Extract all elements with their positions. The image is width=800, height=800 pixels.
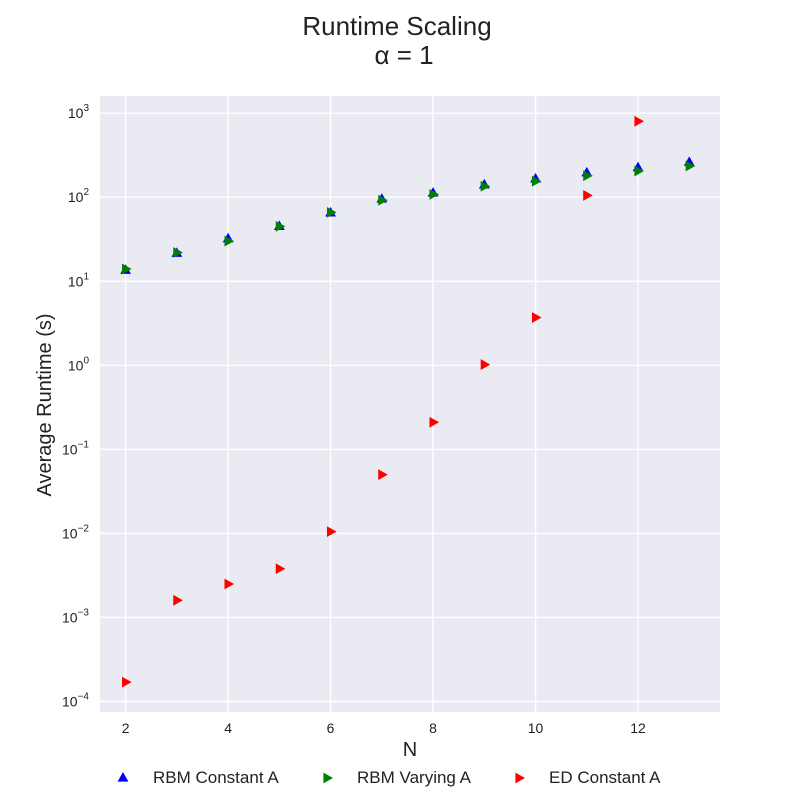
x-axis-label: N [403, 739, 417, 761]
legend-label: ED Constant A [549, 768, 661, 787]
legend: RBM Constant A RBM Varying A ED Constant A [117, 768, 661, 787]
legend-label: RBM Constant A [153, 768, 279, 787]
x-tick-label: 8 [429, 720, 437, 736]
y-tick-label: 100 [68, 355, 90, 373]
y-tick-labels: 10−4 10−3 10−2 10−1 100 101 102 103 [62, 103, 89, 709]
x-tick-label: 4 [224, 720, 232, 736]
data-point [583, 190, 593, 201]
data-point [173, 594, 183, 606]
y-tick-label: 103 [68, 103, 90, 121]
x-tick-labels: 2 4 6 8 10 12 [122, 720, 646, 736]
data-point [634, 115, 645, 127]
data-point [531, 312, 542, 323]
y-tick-label: 10−4 [62, 691, 89, 709]
data-point [583, 170, 593, 182]
chart-subtitle: α = 1 [374, 40, 433, 70]
data-point [275, 563, 286, 575]
x-tick-label: 6 [327, 720, 335, 736]
plot-area [100, 96, 720, 712]
y-tick-label: 101 [68, 271, 90, 289]
legend-marker [323, 772, 333, 784]
data-point [378, 194, 388, 206]
data-point [224, 235, 235, 247]
x-tick-label: 2 [122, 720, 130, 736]
data-point [480, 359, 491, 370]
data-point [122, 263, 132, 275]
chart-title: Runtime Scaling [302, 11, 491, 41]
series-rbm-varying-a [122, 160, 696, 275]
data-point [531, 175, 542, 187]
data-point [173, 247, 183, 258]
data-point [685, 160, 696, 172]
x-tick-label: 10 [528, 720, 544, 736]
legend-label: RBM Varying A [357, 768, 472, 787]
x-tick-label: 12 [630, 720, 646, 736]
data-point [224, 578, 235, 590]
legend-marker [117, 772, 129, 782]
y-tick-label: 10−3 [62, 607, 89, 625]
data-points [120, 115, 696, 688]
data-point [429, 188, 440, 200]
legend-marker [515, 772, 525, 784]
y-tick-label: 10−1 [62, 439, 89, 457]
data-point [122, 676, 132, 688]
data-point [480, 180, 491, 192]
data-point [429, 416, 440, 428]
data-point [275, 220, 286, 232]
y-tick-label: 102 [68, 187, 90, 205]
data-point [326, 206, 337, 218]
data-point [378, 469, 388, 481]
data-point [326, 526, 337, 538]
data-point [634, 165, 645, 177]
grid [100, 96, 720, 712]
series-ed-constant-a [122, 115, 645, 688]
y-tick-label: 10−2 [62, 523, 89, 541]
y-axis-label: Average Runtime (s) [34, 313, 56, 496]
